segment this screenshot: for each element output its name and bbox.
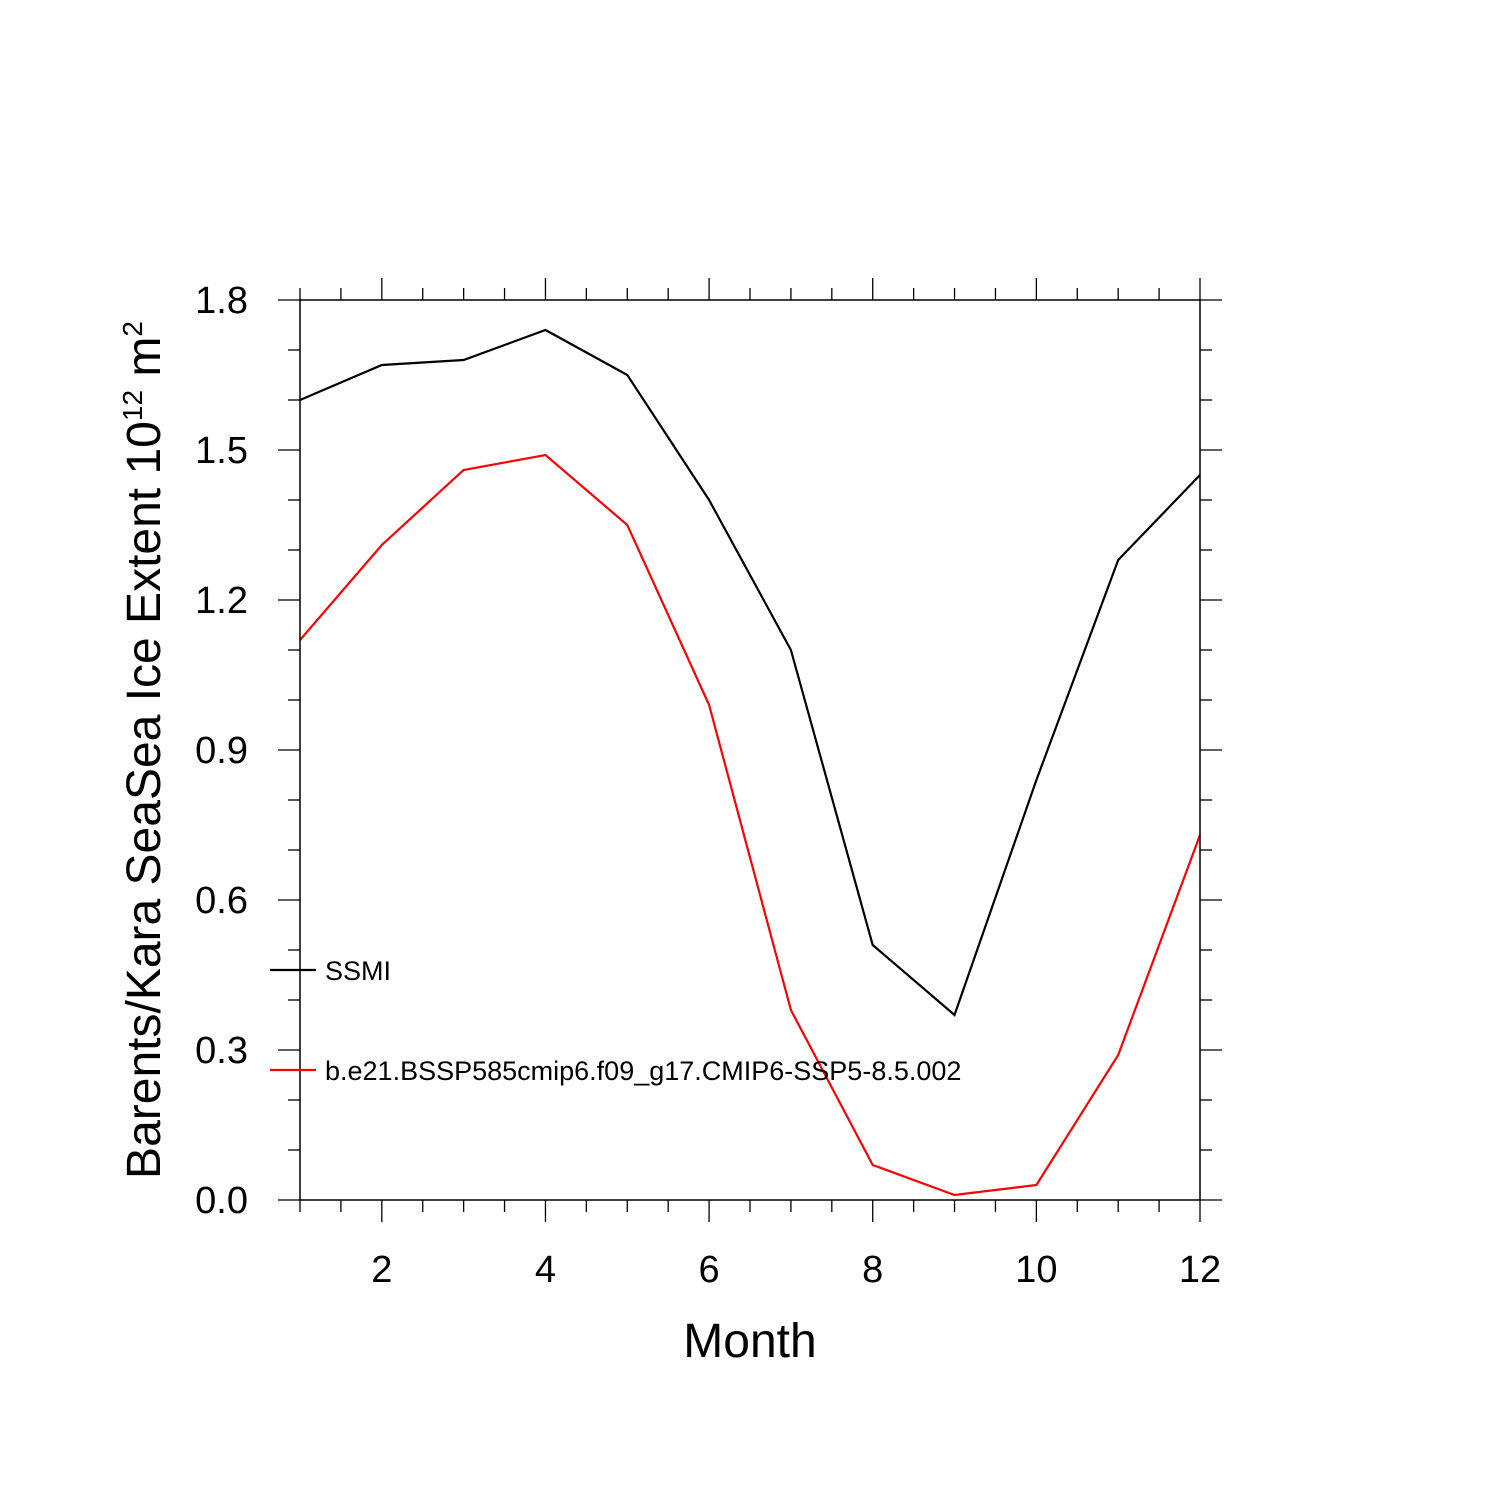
x-tick-label: 10 xyxy=(1015,1249,1057,1291)
y-tick-label: 1.8 xyxy=(195,280,248,322)
series-line-1 xyxy=(299,328,1201,1017)
y-axis-title-text: Barents/Kara SeaSea Ice Extent 10 xyxy=(118,421,171,1179)
y-tick-label: 1.5 xyxy=(195,430,248,472)
y-tick-label: 0.3 xyxy=(195,1030,248,1072)
x-tick-label: 12 xyxy=(1179,1249,1221,1291)
series-lines xyxy=(299,328,1202,1197)
y-tick-label: 0.9 xyxy=(195,730,248,772)
legend-label: b.e21.BSSP585cmip6.f09_g17.CMIP6-SSP5-8.… xyxy=(325,1056,961,1086)
y-axis-title-unit-exponent: 2 xyxy=(117,321,148,337)
x-axis-title: Month xyxy=(683,1315,816,1368)
plot-frame xyxy=(299,299,1201,1201)
legend: SSMI b.e21.BSSP585cmip6.f09_g17.CMIP6-SSP… xyxy=(270,956,961,1086)
x-tick-label: 6 xyxy=(699,1249,720,1291)
y-tick-label: 0.6 xyxy=(195,880,248,922)
y-axis-title: Barents/Kara SeaSea Ice Extent 1012 m2 xyxy=(117,321,171,1179)
axis-ticks xyxy=(278,278,1222,1222)
x-tick-label: 2 xyxy=(371,1249,392,1291)
series-line-2 xyxy=(299,453,1202,1197)
x-tick-label: 8 xyxy=(862,1249,883,1291)
y-axis-title-exponent: 12 xyxy=(117,390,148,421)
x-tick-label: 4 xyxy=(535,1249,556,1291)
y-axis-title-unit: m xyxy=(118,337,171,377)
y-axis-title-space xyxy=(118,377,171,390)
tick-labels: 2 4 6 8 10 12 0.0 0.3 0.6 0.9 1.2 1.5 1.8 xyxy=(195,280,1221,1291)
y-tick-label: 1.2 xyxy=(195,580,248,622)
y-tick-label: 0.0 xyxy=(195,1180,248,1222)
legend-label: SSMI xyxy=(325,956,391,986)
